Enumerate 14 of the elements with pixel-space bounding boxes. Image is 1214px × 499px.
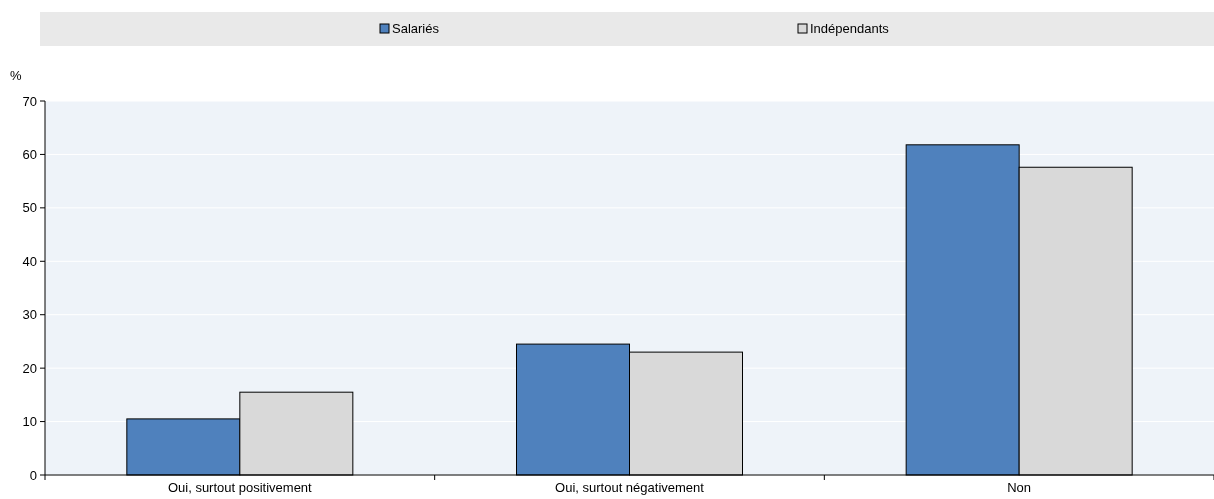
x-tick-label: Oui, surtout positivement — [167, 480, 313, 495]
x-tick-label: Oui, surtout négativement — [555, 480, 705, 495]
y-tick-label: 60 — [22, 146, 37, 162]
y-tick-label: 0 — [29, 467, 37, 483]
y-tick-label: 20 — [22, 360, 37, 376]
x-tick-label: Non — [1007, 480, 1032, 495]
y-tick-label: 40 — [22, 253, 37, 269]
y-tick-label: 30 — [22, 307, 37, 323]
legend-label: Indépendants — [810, 21, 890, 36]
legend-label: Salariés — [392, 21, 440, 36]
y-axis-title: % — [10, 68, 22, 83]
y-tick-label: 10 — [22, 414, 37, 430]
y-tick-label: 70 — [22, 93, 37, 109]
y-tick-label: 50 — [22, 200, 37, 216]
